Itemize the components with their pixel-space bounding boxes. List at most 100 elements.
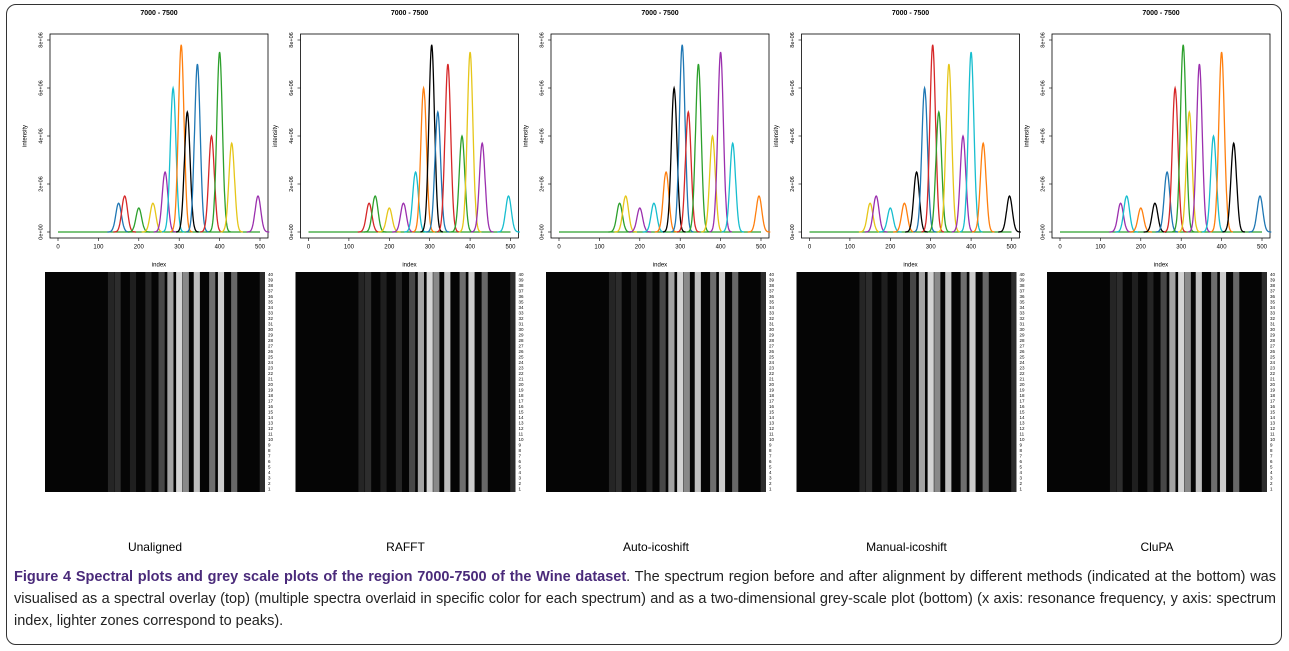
row-label: 37	[1270, 288, 1276, 293]
row-label: 7	[1270, 453, 1273, 458]
row-label: 20	[268, 382, 274, 387]
row-label: 28	[268, 338, 274, 343]
row-label: 25	[268, 354, 274, 359]
spectrum-peak	[893, 202, 916, 233]
spectrum-peak	[220, 141, 244, 233]
greyscale-band	[718, 272, 726, 492]
row-label: 15	[1270, 409, 1276, 414]
greyscale-band	[918, 272, 925, 492]
row-label: 16	[1020, 404, 1026, 409]
row-label: 31	[268, 321, 274, 326]
row-label: 21	[1270, 376, 1276, 381]
spectrum-peak	[921, 44, 944, 233]
row-label: 20	[519, 382, 525, 387]
row-label: 40	[519, 272, 525, 277]
x-tick-label: 100	[1095, 245, 1106, 251]
row-label: 36	[519, 294, 525, 299]
row-label: 13	[519, 420, 525, 425]
row-label: 18	[1270, 393, 1276, 398]
row-label: 16	[769, 404, 775, 409]
row-label: 33	[268, 310, 274, 315]
row-label: 3	[769, 475, 772, 480]
row-label: 3	[1270, 475, 1273, 480]
row-label: 12	[769, 426, 775, 431]
row-label: 18	[268, 393, 274, 398]
row-label: 4	[1270, 470, 1273, 475]
greyscale-band	[1219, 272, 1227, 492]
row-label: 25	[1020, 354, 1026, 359]
x-tick-label: 0	[557, 245, 561, 251]
row-label: 10	[268, 437, 274, 442]
row-label: 26	[268, 349, 274, 354]
plot-box	[801, 33, 1020, 239]
spectrum-peak	[107, 202, 130, 233]
y-tick-label: 0e+00	[1040, 224, 1046, 239]
row-label: 32	[769, 316, 775, 321]
row-label: 35	[1270, 299, 1276, 304]
row-label: 34	[769, 305, 775, 310]
x-tick-label: 500	[255, 245, 266, 251]
spectrum-peak	[913, 85, 937, 233]
greyscale-band	[1178, 272, 1185, 492]
row-label: 14	[519, 415, 525, 420]
spectrum-peak	[670, 44, 694, 233]
greyscale-band	[1211, 272, 1218, 492]
spectrum-peak	[1171, 44, 1195, 233]
row-label: 40	[1020, 272, 1026, 277]
greyscale-band	[395, 272, 402, 492]
spectrum-peak	[701, 134, 724, 233]
greyscale-band	[960, 272, 967, 492]
spectrum-peak	[628, 207, 652, 233]
greyscale-band	[881, 272, 888, 492]
row-label: 37	[1020, 288, 1026, 293]
row-label: 11	[268, 431, 273, 436]
row-label: 5	[519, 464, 522, 469]
row-label: 28	[1020, 338, 1026, 343]
greyscale-background	[1047, 272, 1267, 492]
row-label: 9	[1270, 442, 1273, 447]
greyscale-band	[1195, 272, 1202, 492]
row-label: 27	[519, 343, 525, 348]
y-tick-label: 8e+06	[790, 32, 796, 47]
spectrum-peak	[676, 109, 700, 233]
row-label: 9	[769, 442, 772, 447]
row-label: 27	[1020, 343, 1026, 348]
row-label: 28	[769, 338, 775, 343]
row-label: 12	[1020, 426, 1026, 431]
row-label: 24	[1020, 360, 1026, 365]
row-label: 11	[1270, 431, 1275, 436]
row-label: 19	[268, 387, 274, 392]
row-label: 33	[519, 310, 525, 315]
greyscale-band	[193, 272, 200, 492]
row-label: 5	[769, 464, 772, 469]
row-label: 25	[769, 354, 775, 359]
greyscale-band	[910, 272, 917, 492]
x-tick-label: 200	[384, 245, 395, 251]
row-label: 34	[1270, 305, 1276, 310]
y-axis-label: intensity	[23, 125, 29, 147]
greyscale-band	[1184, 272, 1191, 492]
row-label: 17	[519, 398, 525, 403]
plot-box	[49, 33, 269, 239]
x-axis-label: index	[402, 263, 416, 269]
row-label: 5	[1020, 464, 1023, 469]
row-label: 29	[519, 332, 525, 337]
spectrum-peak	[747, 195, 771, 233]
row-label: 32	[268, 316, 274, 321]
spectrum-peak	[927, 109, 951, 233]
spectrum-peak	[1163, 85, 1187, 233]
greyscale-background	[796, 272, 1017, 492]
x-axis-label: index	[1154, 263, 1168, 269]
spectrum-peak	[208, 51, 231, 233]
greyscale-band	[859, 272, 866, 492]
row-label: 37	[268, 288, 274, 293]
row-label: 27	[769, 343, 775, 348]
spectrum-peak	[161, 85, 185, 233]
row-label: 13	[1270, 420, 1276, 425]
spectrum-peak	[858, 202, 882, 233]
y-tick-label: 0e+00	[38, 224, 44, 239]
greyscale-band	[1011, 272, 1018, 492]
greyscale-band	[433, 272, 440, 492]
spectrum-peak	[141, 202, 165, 233]
row-label: 18	[1020, 393, 1026, 398]
